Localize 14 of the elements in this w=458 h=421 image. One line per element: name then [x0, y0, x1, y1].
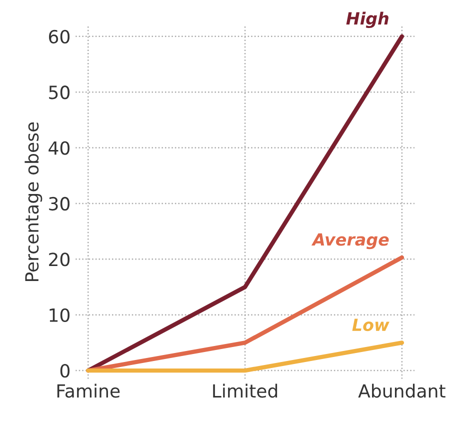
y-tick-label: 60 [48, 30, 70, 44]
y-tick-label: 40 [48, 141, 70, 155]
series-label: Low [352, 318, 390, 332]
x-tick-label: Abundant [358, 384, 446, 398]
y-tick-label: 20 [49, 252, 70, 266]
y-tick-label: 30 [49, 196, 70, 211]
x-tick-label: Limited [213, 384, 278, 398]
y-tick-label: 50 [49, 86, 70, 100]
series-label: Average [311, 233, 389, 250]
y-tick-label: 0 [60, 364, 70, 378]
series-label: High [346, 12, 388, 28]
y-axis-title: Percentage obese [24, 122, 42, 282]
y-tick-label: 10 [50, 308, 70, 322]
x-tick-label: Famine [57, 384, 120, 398]
